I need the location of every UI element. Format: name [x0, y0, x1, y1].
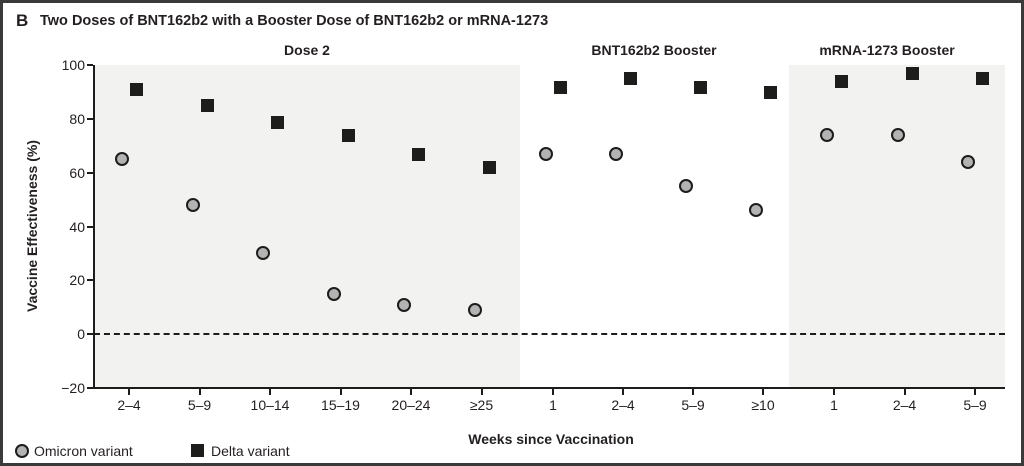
data-point-delta [694, 80, 707, 94]
x-tick-label: 20–24 [391, 397, 431, 413]
x-tick-label: ≥25 [469, 397, 494, 413]
y-tick [87, 117, 93, 120]
x-axis-line [93, 387, 1005, 389]
y-tick-label: 20 [69, 272, 85, 289]
y-tick-label: −20 [61, 380, 85, 396]
x-tick [622, 389, 624, 395]
x-tick-label: 1 [830, 397, 838, 413]
y-tick [87, 225, 93, 228]
data-point-delta [976, 72, 989, 86]
figure-title: Two Doses of BNT162b2 with a Booster Dos… [40, 13, 549, 29]
y-axis-line [93, 65, 95, 389]
x-tick-label: ≥10 [751, 397, 775, 413]
y-tick-label: 0 [77, 326, 85, 343]
y-tick [87, 171, 93, 174]
y-tick [87, 279, 93, 282]
panel-header: Dose 2 [284, 42, 330, 58]
x-tick [198, 389, 201, 395]
x-tick [339, 389, 342, 395]
data-point-omicron [115, 152, 129, 167]
data-point-omicron [679, 179, 693, 194]
data-point-omicron [326, 286, 341, 301]
panel-header: mRNA-1273 Booster [819, 42, 955, 58]
panel-header: BNT162b2 Booster [591, 42, 717, 58]
x-tick [480, 389, 483, 395]
data-point-delta [764, 85, 777, 99]
x-tick [974, 389, 976, 395]
x-tick-label: 5–9 [187, 397, 212, 413]
x-tick [692, 389, 694, 395]
legend-label-delta: Delta variant [211, 443, 290, 459]
x-tick [903, 389, 906, 395]
x-axis-title: Weeks since Vaccination [468, 431, 634, 447]
data-point-delta [835, 75, 848, 89]
x-tick [269, 389, 271, 395]
delta-square-icon [191, 444, 204, 457]
y-tick [87, 333, 93, 336]
data-point-delta [624, 72, 637, 86]
panel-letter: B [16, 11, 29, 30]
x-tick [552, 389, 554, 395]
data-point-omicron [890, 127, 905, 142]
plot-area: Dose 2 BNT162b2 Booster mRNA-1273 Booster 1… [3, 3, 1024, 466]
data-point-delta [905, 67, 919, 81]
panel-shade [789, 65, 1005, 388]
data-point-omicron [185, 197, 200, 212]
data-point-omicron [820, 127, 834, 142]
data-point-delta [412, 147, 425, 161]
data-point-omicron [397, 297, 411, 312]
legend: Omicron variant Delta variant [15, 442, 435, 460]
x-tick-label: 5–9 [963, 397, 987, 413]
y-tick-label: 40 [69, 218, 85, 235]
x-tick-label: 2–4 [611, 397, 635, 413]
y-tick-label: 100 [61, 57, 85, 73]
y-tick-label: 60 [69, 164, 85, 181]
data-point-omicron [961, 154, 975, 169]
data-point-omicron [467, 302, 482, 317]
x-tick-label: 10–14 [250, 397, 290, 413]
data-point-delta [200, 99, 214, 113]
data-point-omicron [749, 203, 763, 218]
legend-label-omicron: Omicron variant [34, 443, 133, 459]
data-point-omicron [256, 246, 270, 261]
y-tick-label: 80 [69, 110, 85, 127]
x-tick [128, 389, 130, 395]
x-tick-label: 1 [549, 397, 557, 413]
x-tick-label: 2–4 [117, 397, 141, 413]
data-point-delta [341, 128, 355, 142]
x-tick-label: 15–19 [321, 397, 360, 413]
data-point-delta [554, 80, 567, 94]
data-point-omicron [539, 146, 553, 161]
omicron-circle-icon [15, 444, 29, 458]
data-point-delta [271, 115, 284, 129]
data-point-delta [130, 83, 143, 97]
y-tick [87, 387, 93, 389]
x-tick [762, 389, 764, 395]
data-point-omicron [609, 146, 623, 161]
panel-shade [95, 65, 520, 388]
zero-reference-line [94, 333, 1005, 336]
x-tick-label: 5–9 [681, 397, 705, 413]
x-tick [410, 389, 412, 395]
y-tick [87, 64, 93, 66]
data-point-delta [482, 161, 496, 175]
x-tick-label: 2–4 [892, 397, 917, 413]
x-tick [833, 389, 835, 395]
